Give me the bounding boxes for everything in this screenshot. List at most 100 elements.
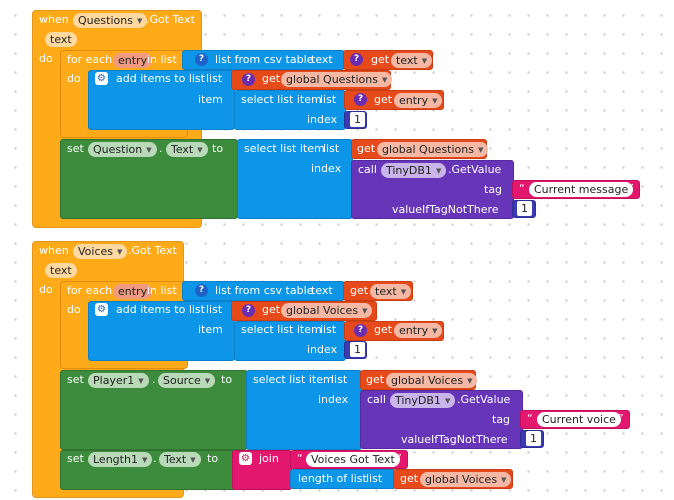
list-keyword: list <box>206 72 223 85</box>
set-keyword: set <box>67 142 84 155</box>
question-mark-icon[interactable]: ? <box>242 304 255 317</box>
set-length-text-block[interactable] <box>60 450 236 490</box>
item-keyword: item <box>198 323 223 336</box>
triangle-down-icon: ▼ <box>146 146 152 154</box>
global-var-dropdown[interactable]: global Questions ▼ <box>281 72 393 87</box>
get-var-dropdown[interactable]: text ▼ <box>370 284 412 299</box>
param-text[interactable]: text <box>45 263 77 278</box>
event-name: .Got Text <box>128 244 177 257</box>
set-component-dropdown[interactable]: Player1 ▼ <box>88 373 149 388</box>
select-list-item-block-2[interactable] <box>246 370 362 450</box>
call-keyword: call <box>358 163 377 176</box>
triangle-down-icon: ▼ <box>117 248 123 256</box>
list-keyword: list <box>366 472 383 485</box>
tag-string-value[interactable]: Current message <box>529 182 634 197</box>
list-from-csv-label: list from csv table <box>215 284 314 297</box>
component-dropdown-voices[interactable]: Voices ▼ <box>73 244 128 259</box>
question-mark-icon[interactable]: ? <box>242 73 255 86</box>
quote-close: ” <box>618 412 624 425</box>
dot-separator: . <box>153 452 157 465</box>
param-text[interactable]: text <box>45 32 77 47</box>
entry-var-dropdown[interactable]: entry ▼ <box>394 93 443 108</box>
set-component-dropdown[interactable]: Question ▼ <box>88 142 157 157</box>
triangle-down-icon: ▼ <box>432 327 438 335</box>
quote-close: ” <box>396 452 402 465</box>
tag-string-value[interactable]: Current voice <box>537 412 621 427</box>
question-mark-icon[interactable]: ? <box>195 53 208 66</box>
number-value[interactable]: 1 <box>350 112 365 127</box>
loop-variable-entry[interactable]: entry <box>113 53 153 68</box>
select-list-item-block[interactable] <box>234 321 346 361</box>
global-var-dropdown[interactable]: global Questions ▼ <box>377 142 489 157</box>
select-list-item-label: select list item <box>244 142 325 155</box>
get-var-dropdown[interactable]: text ▼ <box>391 53 433 68</box>
get-keyword: get <box>374 93 393 106</box>
select-list-item-label: select list item <box>241 323 322 336</box>
get-keyword: get <box>371 53 390 66</box>
set-component-dropdown[interactable]: Length1 ▼ <box>88 452 153 467</box>
quote-open: “ <box>297 452 303 465</box>
loop-variable-entry[interactable]: entry <box>113 284 153 299</box>
tag-keyword: tag <box>492 413 511 426</box>
length-of-list-label: length of list <box>298 472 367 485</box>
triangle-down-icon: ▼ <box>362 307 368 315</box>
in-list-keyword: in list <box>147 284 177 297</box>
value-if-tag-not-there-label: valueIfTagNotThere <box>392 203 499 216</box>
gear-icon[interactable]: ⚙ <box>95 72 108 85</box>
global-var-dropdown[interactable]: global Voices ▼ <box>281 303 373 318</box>
index-keyword: index <box>307 113 338 126</box>
text-keyword: text <box>311 53 333 66</box>
triangle-down-icon: ▼ <box>444 397 451 405</box>
get-keyword: get <box>374 323 393 336</box>
text-keyword: text <box>311 284 333 297</box>
get-keyword: get <box>366 373 385 386</box>
question-mark-icon[interactable]: ? <box>354 324 367 337</box>
index-keyword: index <box>311 162 342 175</box>
select-list-item-block[interactable] <box>234 90 346 130</box>
select-list-item-label: select list item <box>253 373 334 386</box>
number-value[interactable]: 1 <box>517 201 532 216</box>
list-keyword: list <box>206 303 223 316</box>
entry-var-dropdown[interactable]: entry ▼ <box>394 323 443 338</box>
index-keyword: index <box>318 393 349 406</box>
select-list-item-block-2[interactable] <box>237 139 353 219</box>
number-value[interactable]: 1 <box>526 431 541 446</box>
global-var-dropdown[interactable]: global Voices ▼ <box>420 472 512 487</box>
set-property-dropdown[interactable]: Source ▼ <box>158 373 216 388</box>
getvalue-method: .GetValue <box>457 393 511 406</box>
gear-icon[interactable]: ⚙ <box>95 303 108 316</box>
tinydb-component-dropdown[interactable]: TinyDB1 ▼ <box>381 163 447 178</box>
do-keyword-inner: do <box>67 303 81 316</box>
question-mark-icon[interactable]: ? <box>354 93 367 106</box>
triangle-down-icon: ▼ <box>477 146 484 154</box>
triangle-down-icon: ▼ <box>435 167 442 175</box>
triangle-down-icon: ▼ <box>138 377 144 385</box>
do-keyword: do <box>39 52 53 65</box>
add-items-to-list-block[interactable] <box>88 301 235 361</box>
tinydb-component-dropdown[interactable]: TinyDB1 ▼ <box>390 393 456 408</box>
list-keyword: list <box>320 323 337 336</box>
list-keyword: list <box>320 93 337 106</box>
triangle-down-icon: ▼ <box>501 476 507 484</box>
question-mark-icon[interactable]: ? <box>195 284 208 297</box>
get-keyword: get <box>262 303 281 316</box>
add-items-label: add items to list <box>116 303 205 316</box>
in-list-keyword: in list <box>147 53 177 66</box>
quote-close: ” <box>628 182 634 195</box>
global-var-dropdown[interactable]: global Voices ▼ <box>386 373 478 388</box>
get-keyword: get <box>350 284 369 297</box>
set-property-dropdown[interactable]: Text ▼ <box>159 452 201 467</box>
when-keyword: when <box>39 244 69 257</box>
triangle-down-icon: ▼ <box>381 76 388 84</box>
join-string-value[interactable]: Voices Got Text <box>306 452 400 467</box>
component-dropdown-questions[interactable]: Questions ▼ <box>73 13 148 28</box>
add-items-to-list-block[interactable] <box>88 70 235 130</box>
event-name: .Got Text <box>146 13 195 26</box>
triangle-down-icon: ▼ <box>421 57 428 65</box>
set-property-dropdown[interactable]: Text ▼ <box>166 142 208 157</box>
for-each-keyword: for each <box>67 53 113 66</box>
triangle-down-icon: ▼ <box>204 377 211 385</box>
gear-icon[interactable]: ⚙ <box>239 452 252 465</box>
question-mark-icon[interactable]: ? <box>350 53 363 66</box>
number-value[interactable]: 1 <box>350 342 365 357</box>
